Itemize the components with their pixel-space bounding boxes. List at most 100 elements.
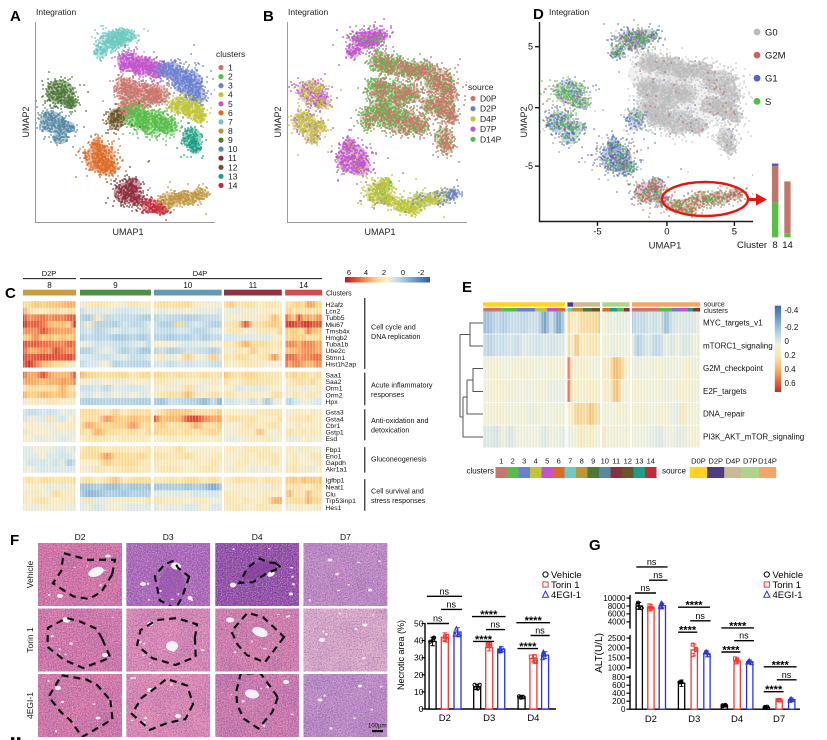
- svg-text:D3: D3: [688, 714, 700, 725]
- svg-text:2500: 2500: [608, 634, 626, 643]
- svg-text:7: 7: [568, 457, 572, 466]
- svg-text:ns: ns: [695, 611, 705, 621]
- svg-text:ns: ns: [739, 631, 749, 641]
- svg-text:5: 5: [228, 99, 233, 109]
- svg-text:0: 0: [401, 268, 405, 277]
- svg-text:Integration: Integration: [549, 7, 589, 17]
- svg-text:ns: ns: [491, 620, 501, 630]
- svg-text:E: E: [462, 279, 472, 296]
- svg-text:D7P: D7P: [743, 457, 758, 466]
- svg-text:clusters: clusters: [466, 467, 494, 476]
- svg-text:Tmsb4x: Tmsb4x: [326, 328, 351, 335]
- svg-text:source: source: [468, 82, 494, 92]
- svg-text:ns: ns: [641, 583, 651, 593]
- svg-text:30: 30: [414, 653, 424, 663]
- svg-text:5: 5: [732, 227, 737, 238]
- svg-text:600: 600: [612, 681, 626, 690]
- svg-text:6000: 6000: [608, 610, 626, 619]
- svg-text:2000: 2000: [608, 644, 626, 653]
- svg-text:D4P: D4P: [193, 269, 208, 278]
- svg-text:40: 40: [414, 636, 424, 646]
- svg-text:G1: G1: [765, 74, 778, 85]
- svg-text:4EGI-1: 4EGI-1: [551, 590, 581, 601]
- svg-text:ns: ns: [447, 599, 457, 609]
- svg-text:****: ****: [519, 641, 537, 653]
- svg-text:3: 3: [522, 457, 526, 466]
- svg-text:4EGI-1: 4EGI-1: [25, 692, 35, 719]
- svg-text:D4: D4: [731, 714, 743, 725]
- svg-text:D2: D2: [75, 532, 86, 542]
- svg-text:5: 5: [528, 42, 533, 52]
- svg-text:Saa1: Saa1: [326, 373, 342, 380]
- svg-text:clusters: clusters: [704, 308, 729, 315]
- svg-text:4000: 4000: [608, 618, 626, 627]
- svg-text:D4P: D4P: [480, 114, 497, 124]
- svg-text:12: 12: [228, 162, 238, 172]
- svg-text:8: 8: [47, 281, 52, 290]
- svg-text:Eno1: Eno1: [326, 454, 342, 461]
- svg-text:11: 11: [228, 153, 237, 163]
- svg-text:S: S: [765, 97, 771, 108]
- svg-text:13: 13: [635, 457, 643, 466]
- svg-text:A: A: [10, 8, 21, 25]
- svg-text:3: 3: [228, 81, 233, 91]
- svg-text:Akr1a1: Akr1a1: [326, 467, 348, 474]
- svg-text:Necrotic area (%): Necrotic area (%): [396, 620, 406, 690]
- svg-text:****: ****: [480, 609, 498, 621]
- svg-text:****: ****: [685, 600, 703, 612]
- svg-text:1: 1: [499, 457, 503, 466]
- svg-text:ALT(U/L): ALT(U/L): [594, 633, 605, 673]
- svg-text:UMAP2: UMAP2: [273, 106, 283, 137]
- svg-text:Torin 1: Torin 1: [773, 580, 802, 591]
- svg-text:Tubb5: Tubb5: [326, 315, 345, 322]
- svg-text:detoxication: detoxication: [371, 426, 409, 435]
- svg-text:Hist1h2ap: Hist1h2ap: [326, 361, 357, 368]
- svg-text:-5: -5: [593, 227, 601, 238]
- svg-text:Gluconeogenesis: Gluconeogenesis: [371, 454, 427, 463]
- svg-text:4: 4: [364, 268, 368, 277]
- svg-text:Gapdh: Gapdh: [326, 460, 347, 467]
- svg-text:clusters: clusters: [216, 49, 245, 59]
- svg-text:G0: G0: [765, 28, 778, 39]
- svg-text:0: 0: [528, 103, 533, 113]
- svg-text:D14P: D14P: [480, 134, 502, 144]
- svg-text:source: source: [704, 302, 725, 309]
- svg-text:Cbr1: Cbr1: [326, 423, 341, 430]
- svg-text:Hpx: Hpx: [326, 399, 339, 406]
- svg-text:0: 0: [621, 705, 626, 714]
- svg-text:C: C: [5, 285, 16, 302]
- svg-text:Integration: Integration: [36, 7, 76, 17]
- svg-text:****: ****: [722, 645, 740, 657]
- svg-text:0.4: 0.4: [785, 365, 797, 374]
- svg-text:Anti-oxidation and: Anti-oxidation and: [371, 416, 429, 425]
- svg-text:Orm1: Orm1: [326, 386, 343, 393]
- svg-text:mTORC1_signaling: mTORC1_signaling: [703, 341, 773, 350]
- svg-text:Gsta3: Gsta3: [326, 410, 344, 417]
- svg-text:PI3K_AKT_mTOR_signaling: PI3K_AKT_mTOR_signaling: [703, 433, 804, 442]
- svg-text:Tuba1b: Tuba1b: [326, 342, 349, 349]
- svg-text:Torin 1: Torin 1: [551, 580, 580, 591]
- svg-text:0: 0: [785, 337, 790, 346]
- svg-text:B: B: [263, 8, 274, 25]
- svg-text:4: 4: [228, 90, 233, 100]
- svg-text:13: 13: [228, 171, 238, 181]
- svg-text:6: 6: [557, 457, 561, 466]
- svg-text:Clusters: Clusters: [326, 291, 352, 298]
- svg-text:D4P: D4P: [726, 457, 741, 466]
- svg-text:Ube2c: Ube2c: [326, 348, 346, 355]
- svg-text:responses: responses: [371, 390, 405, 399]
- svg-text:14: 14: [228, 180, 238, 190]
- svg-text:****: ****: [729, 620, 747, 632]
- svg-text:800: 800: [612, 673, 626, 682]
- svg-text:ns: ns: [647, 557, 657, 567]
- svg-text:0: 0: [664, 227, 669, 238]
- svg-text:Vehicle: Vehicle: [551, 570, 582, 581]
- svg-text:Stmn1: Stmn1: [326, 355, 346, 362]
- svg-text:2: 2: [382, 268, 386, 277]
- svg-text:ns: ns: [782, 670, 792, 680]
- svg-text:stress responses: stress responses: [371, 496, 426, 505]
- svg-text:0.2: 0.2: [785, 351, 797, 360]
- svg-text:100µm: 100µm: [368, 724, 386, 730]
- svg-text:****: ****: [772, 659, 790, 671]
- svg-text:D7P: D7P: [480, 124, 497, 134]
